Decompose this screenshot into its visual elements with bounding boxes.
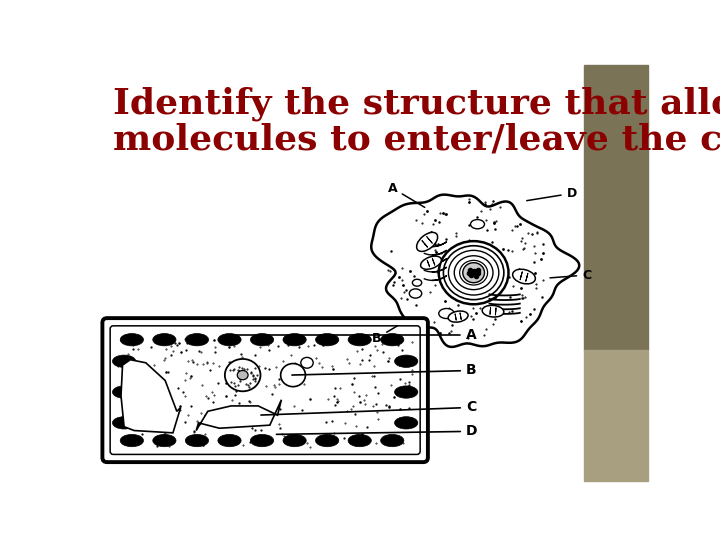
Ellipse shape	[251, 434, 274, 447]
Ellipse shape	[238, 370, 248, 380]
Ellipse shape	[482, 306, 504, 317]
Ellipse shape	[112, 355, 136, 367]
FancyBboxPatch shape	[110, 326, 420, 455]
Ellipse shape	[417, 232, 438, 252]
Bar	[585, 65, 648, 350]
Ellipse shape	[420, 256, 441, 269]
FancyBboxPatch shape	[102, 318, 428, 462]
Ellipse shape	[153, 434, 176, 447]
Ellipse shape	[513, 269, 536, 284]
Ellipse shape	[381, 434, 404, 447]
Ellipse shape	[395, 417, 418, 429]
Ellipse shape	[438, 241, 508, 304]
Ellipse shape	[185, 434, 209, 447]
Text: Identify the structure that allows: Identify the structure that allows	[113, 86, 720, 121]
Ellipse shape	[283, 434, 306, 447]
Polygon shape	[121, 360, 181, 433]
Text: B: B	[292, 363, 477, 377]
Polygon shape	[372, 194, 580, 347]
Text: A: A	[235, 328, 477, 342]
Ellipse shape	[395, 355, 418, 367]
Ellipse shape	[448, 311, 468, 322]
Ellipse shape	[120, 434, 143, 447]
Ellipse shape	[413, 279, 422, 286]
Ellipse shape	[381, 334, 404, 346]
Ellipse shape	[301, 357, 313, 368]
Bar	[585, 350, 648, 481]
Ellipse shape	[395, 386, 418, 398]
Ellipse shape	[315, 434, 339, 447]
Ellipse shape	[120, 334, 143, 346]
Ellipse shape	[281, 363, 305, 387]
Text: molecules to enter/leave the cell:: molecules to enter/leave the cell:	[113, 123, 720, 157]
Text: D: D	[276, 424, 477, 438]
Ellipse shape	[348, 334, 372, 346]
Ellipse shape	[218, 434, 241, 447]
Polygon shape	[196, 400, 282, 430]
Text: A: A	[387, 181, 425, 207]
Ellipse shape	[315, 334, 339, 346]
Ellipse shape	[112, 417, 136, 429]
Text: C: C	[550, 268, 591, 281]
Ellipse shape	[251, 334, 274, 346]
Ellipse shape	[463, 262, 485, 283]
Text: D: D	[527, 187, 577, 201]
Ellipse shape	[409, 289, 422, 298]
Text: B: B	[372, 326, 397, 345]
Ellipse shape	[438, 308, 454, 319]
Ellipse shape	[471, 220, 485, 229]
Ellipse shape	[153, 334, 176, 346]
Ellipse shape	[283, 334, 306, 346]
Ellipse shape	[112, 386, 136, 398]
Ellipse shape	[348, 434, 372, 447]
Text: C: C	[261, 401, 476, 415]
Ellipse shape	[185, 334, 209, 346]
Ellipse shape	[218, 334, 241, 346]
Ellipse shape	[225, 359, 261, 392]
